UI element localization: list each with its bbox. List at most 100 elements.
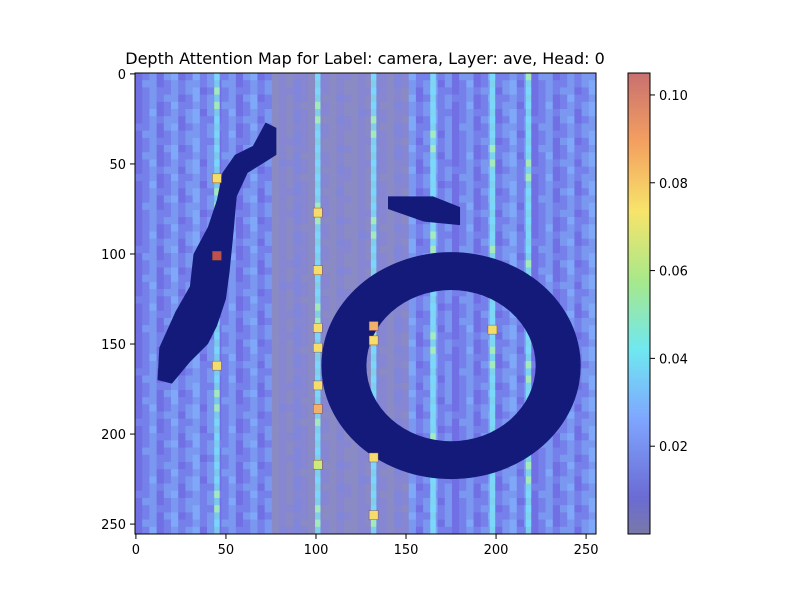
heatmap-cell [552,281,561,290]
heatmap-cell [588,303,596,312]
heatmap-cell [293,289,302,297]
heatmap-cell [185,440,194,449]
heatmap-cell [271,425,280,434]
heatmap-cell [199,512,208,521]
heatmap-cell [207,353,215,362]
heatmap-cell [250,418,258,427]
heatmap-cell [365,519,374,528]
heatmap-cell [199,375,208,384]
heatmap-cell [365,109,374,117]
heatmap-cell [149,224,158,232]
heatmap-cell [545,512,554,521]
heatmap-cell [480,505,489,513]
heatmap-cell [257,447,266,456]
heatmap-cell [495,353,503,362]
heatmap-cell [163,260,172,268]
heatmap-cell [351,440,359,449]
heatmap-cell [516,173,525,182]
heatmap-cell [228,130,237,139]
column-cell [525,361,532,369]
heatmap-cell [538,188,547,196]
heatmap-cell [149,173,158,182]
heatmap-cell [257,505,266,513]
heatmap-cell [358,130,366,139]
heatmap-cell [257,217,266,225]
heatmap-cell [135,101,143,110]
heatmap-cell [567,267,575,276]
heatmap-cell [243,296,251,304]
heatmap-cell [336,267,345,276]
heatmap-cell [322,188,330,196]
x-axis: 0 50 100 150 200 250 [132,534,599,558]
heatmap-cell [336,440,345,449]
heatmap-cell [185,389,194,398]
heatmap-cell [502,418,511,427]
heatmap-cell [531,497,539,506]
heatmap-cell [473,145,482,153]
heatmap-cell [516,526,525,534]
heatmap-cell [466,476,475,485]
heatmap-cell [192,483,201,492]
heatmap-cell [171,267,179,276]
heatmap-cell [322,123,330,132]
heatmap-cell [588,418,596,427]
heatmap-cell [538,447,547,456]
heatmap-cell [192,231,201,240]
heatmap-cell [509,231,518,240]
heatmap-cell [581,346,590,355]
heatmap-cell [581,353,590,362]
heatmap-cell [459,94,467,103]
heatmap-cell [300,253,309,261]
heatmap-cell [502,361,511,369]
heatmap-cell [545,195,554,204]
column-cell [489,145,496,153]
heatmap-cell [149,346,158,355]
heatmap-cell [538,137,547,146]
column-cell [525,202,532,210]
heatmap-cell [387,411,395,420]
heatmap-cell [480,346,489,355]
heatmap-cell [495,94,503,103]
heatmap-cell [149,145,158,153]
heatmap-cell [307,469,316,477]
heatmap-cell [293,260,302,268]
heatmap-cell [329,181,338,189]
heatmap-cell [394,476,403,485]
heatmap-cell [437,130,446,139]
heatmap-cell [264,418,273,427]
heatmap-cell [509,181,518,189]
heatmap-cell [178,152,186,160]
heatmap-cell [545,181,554,189]
heatmap-cell [336,152,345,160]
heatmap-cell [415,425,424,434]
heatmap-cell [228,137,237,146]
heatmap-cell [336,238,345,247]
heatmap-cell [336,188,345,196]
heatmap-cell [538,73,547,81]
heatmap-cell [271,382,280,391]
heatmap-cell [286,526,294,534]
heatmap-cell [451,325,460,333]
heatmap-cell [307,497,316,506]
heatmap-cell [502,325,511,333]
heatmap-cell [581,238,590,247]
heatmap-cell [588,137,596,146]
heatmap-cell [243,145,251,153]
heatmap-cell [466,526,475,534]
heatmap-cell [329,80,338,88]
heatmap-cell [480,425,489,434]
heatmap-cell [178,497,186,506]
heatmap-cell [387,310,395,319]
heatmap-cell [552,73,561,81]
heatmap-cell [163,497,172,506]
heatmap-cell [552,469,561,477]
heatmap-cell [264,80,273,88]
heatmap-cell [300,353,309,362]
heatmap-cell [516,202,525,211]
heatmap-cell [135,339,143,348]
heatmap-cell [207,209,215,218]
heatmap-cell [408,188,417,196]
heatmap-cell [437,195,446,204]
heatmap-cell [322,217,330,225]
heatmap-cell [279,253,287,261]
